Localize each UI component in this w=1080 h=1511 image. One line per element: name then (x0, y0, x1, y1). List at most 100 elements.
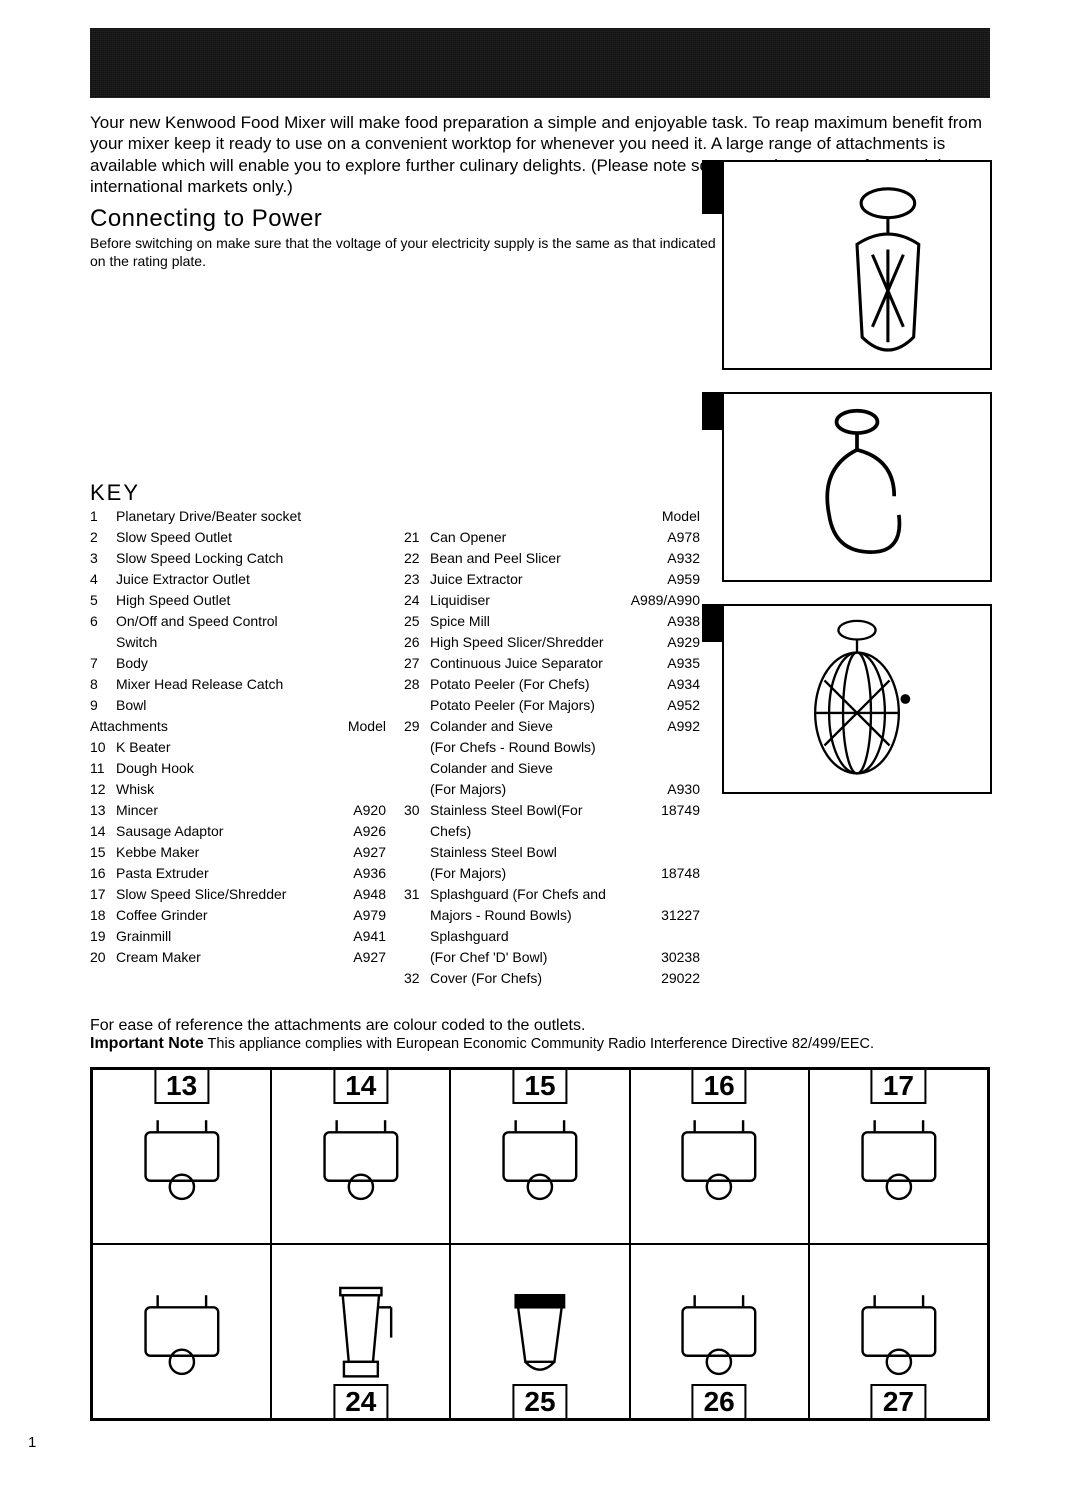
key-row: 12Whisk (90, 779, 386, 800)
grid-cell (92, 1244, 271, 1419)
key-label: (For Chefs - Round Bowls) (430, 737, 620, 758)
key-model (306, 695, 386, 716)
key-label: Cream Maker (116, 947, 306, 968)
grid-label: 17 (871, 1068, 926, 1104)
key-row: 16Pasta ExtruderA936 (90, 863, 386, 884)
illustration-dough-hook (722, 392, 992, 582)
key-num: 17 (90, 884, 116, 905)
key-row: 14Sausage AdaptorA926 (90, 821, 386, 842)
key-num (404, 926, 430, 947)
key-label: Juice Extractor (430, 569, 620, 590)
key-model (306, 569, 386, 590)
key-label: Liquidiser (430, 590, 620, 611)
key-model (306, 590, 386, 611)
key-model: A935 (620, 653, 700, 674)
key-model: A948 (306, 884, 386, 905)
key-label: High Speed Slicer/Shredder (430, 632, 620, 653)
key-row: 19GrainmillA941 (90, 926, 386, 947)
key-model (306, 527, 386, 548)
key-model (306, 737, 386, 758)
key-row: 27Continuous Juice SeparatorA935 (404, 653, 700, 674)
key-model: 29022 (620, 968, 700, 989)
connecting-sub: Before switching on make sure that the v… (90, 235, 720, 270)
key-num: 7 (90, 653, 116, 674)
key-model: A989/A990 (620, 590, 700, 611)
key-label: Splashguard (For Chefs and (430, 884, 620, 905)
key-num: 19 (90, 926, 116, 947)
illustration-tab (702, 392, 724, 430)
key-num: 27 (404, 653, 430, 674)
key-model: A929 (620, 632, 700, 653)
key-num: 20 (90, 947, 116, 968)
attachment-grid: 131415161724252627 (90, 1067, 990, 1421)
key-num: 26 (404, 632, 430, 653)
key-model (306, 653, 386, 674)
key-model: A959 (620, 569, 700, 590)
key-row: 23Juice ExtractorA959 (404, 569, 700, 590)
key-label: Slow Speed Locking Catch (116, 548, 306, 569)
key-model (620, 737, 700, 758)
grid-label: 24 (333, 1384, 388, 1420)
key-row: 30Stainless Steel Bowl(For Chefs)18749 (404, 800, 700, 842)
grid-cell: 15 (450, 1069, 629, 1244)
attachments-label: Attachments (90, 716, 306, 737)
key-model: A932 (620, 548, 700, 569)
key-num: 3 (90, 548, 116, 569)
key-label: Stainless Steel Bowl (430, 842, 620, 863)
key-num: 22 (404, 548, 430, 569)
grid-label: 14 (333, 1068, 388, 1104)
attachment-icon (290, 1271, 432, 1392)
illustration-tab (702, 160, 724, 214)
key-model: A927 (306, 947, 386, 968)
key-num (404, 737, 430, 758)
grid-cell: 24 (271, 1244, 450, 1419)
attachment-icon (290, 1096, 432, 1217)
key-row: Splashguard (404, 926, 700, 947)
key-row: Colander and Sieve (404, 758, 700, 779)
grid-label: 26 (692, 1384, 747, 1420)
key-row: (For Chefs - Round Bowls) (404, 737, 700, 758)
key-model (306, 779, 386, 800)
grid-cell: 27 (809, 1244, 988, 1419)
dough-hook-icon (724, 394, 990, 580)
key-num: 2 (90, 527, 116, 548)
attachment-icon (648, 1096, 790, 1217)
key-row: 10K Beater (90, 737, 386, 758)
key-num (404, 758, 430, 779)
key-label: Planetary Drive/Beater socket (116, 506, 306, 527)
key-row: 21Can OpenerA978 (404, 527, 700, 548)
key-model: 30238 (620, 947, 700, 968)
key-model: A978 (620, 527, 700, 548)
key-label: Mixer Head Release Catch (116, 674, 306, 695)
key-num: 12 (90, 779, 116, 800)
key-model (306, 611, 386, 653)
key-row: 3Slow Speed Locking Catch (90, 548, 386, 569)
key-row: 24LiquidiserA989/A990 (404, 590, 700, 611)
key-column-left: 1Planetary Drive/Beater socket2Slow Spee… (90, 506, 386, 989)
key-label: Mincer (116, 800, 306, 821)
key-column-right: Model21Can OpenerA97822Bean and Peel Sli… (404, 506, 700, 989)
key-num: 1 (90, 506, 116, 527)
key-model (306, 758, 386, 779)
key-section: KEY 1Planetary Drive/Beater socket2Slow … (90, 480, 700, 989)
key-label: Colander and Sieve (430, 716, 620, 737)
key-row: 29Colander and SieveA992 (404, 716, 700, 737)
key-row: 1Planetary Drive/Beater socket (90, 506, 386, 527)
key-label: (For Majors) (430, 779, 620, 800)
k-beater-icon (724, 162, 990, 368)
key-row: 31Splashguard (For Chefs and (404, 884, 700, 905)
key-num (404, 695, 430, 716)
key-row: 17Slow Speed Slice/ShredderA948 (90, 884, 386, 905)
key-label: Bowl (116, 695, 306, 716)
key-label: Slow Speed Slice/Shredder (116, 884, 306, 905)
key-model: A938 (620, 611, 700, 632)
key-label: Juice Extractor Outlet (116, 569, 306, 590)
attachment-icon (469, 1271, 611, 1392)
key-label: Splashguard (430, 926, 620, 947)
key-label: K Beater (116, 737, 306, 758)
key-model: A952 (620, 695, 700, 716)
key-row: 4Juice Extractor Outlet (90, 569, 386, 590)
key-model: A934 (620, 674, 700, 695)
key-row: Stainless Steel Bowl (404, 842, 700, 863)
key-row: 22Bean and Peel SlicerA932 (404, 548, 700, 569)
